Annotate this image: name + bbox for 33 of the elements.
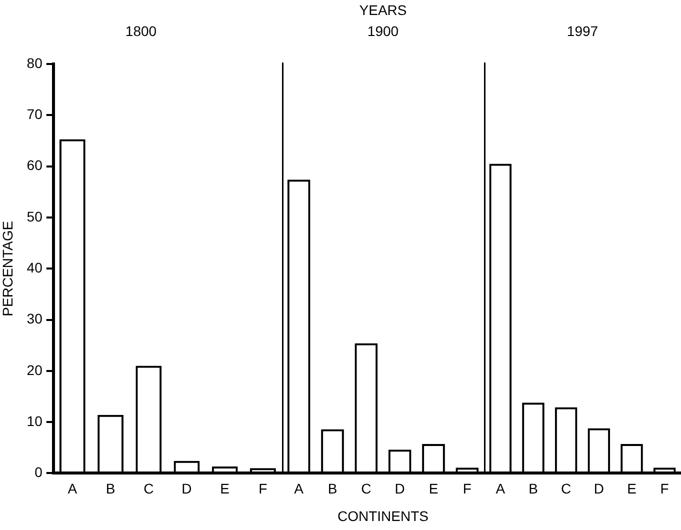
x-tick-label: F [462,480,472,496]
x-tick-label: C [361,480,372,496]
x-tick-label: A [68,480,78,496]
y-tick-label: 60 [26,157,43,174]
x-tick-label: D [594,480,604,496]
chart-subtitle: 1997 [566,23,600,41]
y-axis-title: PERCENTAGE [0,220,16,316]
x-tick-label: C [144,480,154,496]
x-tick-label: E [220,480,230,496]
y-tick-label: 50 [26,208,43,224]
chart-title: YEARS [358,2,408,20]
x-tick-label: B [106,480,116,496]
y-tick-label: 70 [26,106,43,122]
x-tick-label: B [528,480,538,496]
x-axis-title: CONTINENTS [336,508,430,524]
x-tick-label: D [182,480,192,496]
y-tick-label: 20 [26,362,43,378]
y-tick-label: 30 [26,310,43,327]
x-tick-label: F [258,480,268,496]
y-tick-label: 10 [26,412,43,429]
x-tick-label: D [394,480,405,496]
y-tick-label: 40 [26,259,43,276]
x-tick-label: F [660,480,669,496]
x-tick-label: A [496,480,506,496]
x-tick-label: B [328,480,338,496]
x-tick-label: A [294,480,304,496]
chart-subtitle: 1900 [366,23,400,41]
y-tick-label: 80 [26,54,43,71]
chart-subtitle: 1800 [124,23,158,41]
y-tick-label: 0 [34,464,43,480]
x-tick-label: E [428,480,438,496]
x-tick-label: C [561,480,572,496]
x-tick-label: E [627,480,636,496]
